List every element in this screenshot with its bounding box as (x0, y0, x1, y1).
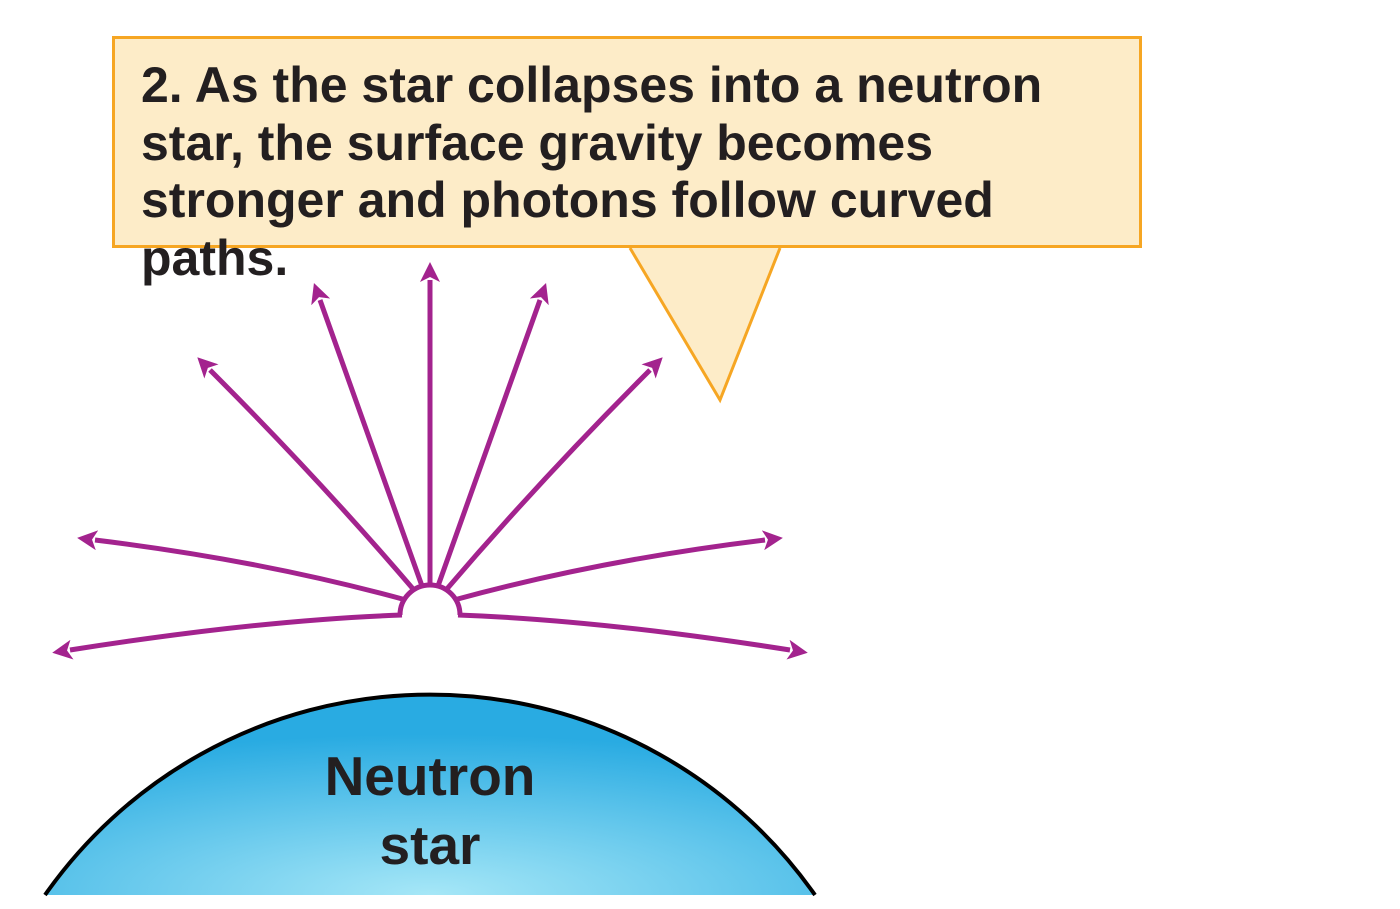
neutron-star-label: Neutron star (280, 742, 580, 880)
photon-arrow-8 (458, 615, 790, 650)
photon-arrow-1 (95, 540, 406, 600)
photon-origin-hub (400, 585, 460, 615)
star-label-line1: Neutron (325, 745, 536, 807)
callout-box: 2. As the star collapses into a neutron … (112, 36, 1142, 248)
photon-arrow-7 (454, 540, 765, 600)
star-label-line2: star (380, 814, 481, 876)
photon-arrow-0 (70, 615, 402, 650)
